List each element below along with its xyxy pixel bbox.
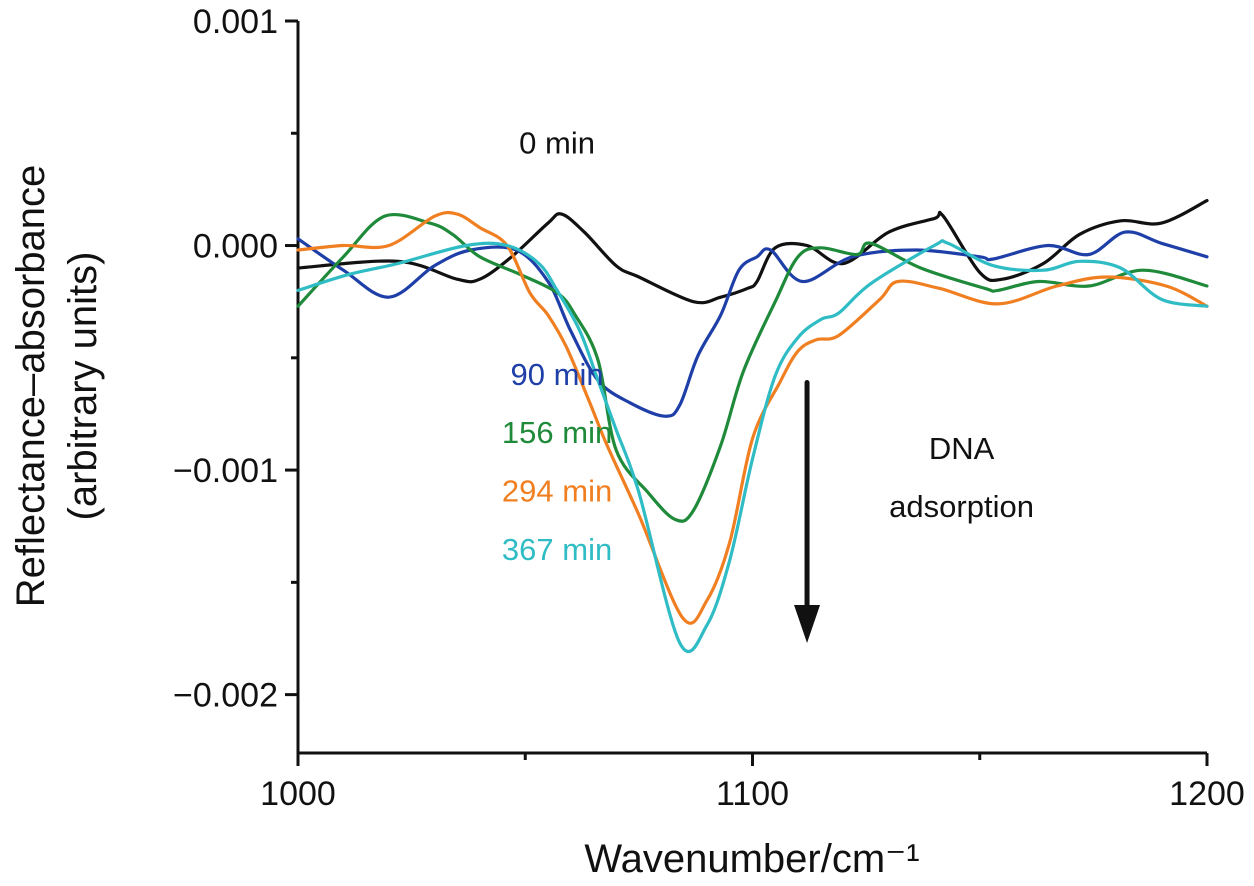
annotation-156-min: 156 min bbox=[502, 415, 612, 450]
series-line-90-min bbox=[296, 230, 1209, 418]
x-axis-title: Wavenumber/cm⁻¹ bbox=[584, 837, 919, 881]
y-tick-label: 0.001 bbox=[193, 3, 278, 41]
series-line-367-min bbox=[296, 239, 1209, 653]
y-tick-label: −0.001 bbox=[173, 452, 278, 490]
x-tick-label: 1200 bbox=[1169, 775, 1245, 813]
x-tick-label: 1000 bbox=[260, 775, 336, 813]
y-axis-title-line1: Reflectance–absorbance bbox=[9, 165, 53, 608]
x-ticks: 1000 1100 1200 bbox=[260, 753, 1245, 813]
annotation-dna: DNA bbox=[929, 431, 995, 466]
dna-adsorption-arrow bbox=[794, 380, 821, 643]
y-axis-title-line2: (arbitrary units) bbox=[61, 252, 105, 521]
arrow-down-icon bbox=[794, 604, 821, 643]
y-ticks: 0.001 0.000 −0.001 −0.002 bbox=[173, 3, 298, 715]
annotation-0-min: 0 min bbox=[519, 125, 595, 160]
annotation-adsorption: adsorption bbox=[889, 489, 1034, 524]
y-tick-label: −0.002 bbox=[173, 677, 278, 715]
axes: 0.001 0.000 −0.001 −0.002 1000 1100 1200 bbox=[173, 3, 1245, 813]
series-group bbox=[296, 199, 1209, 653]
annotation-294-min: 294 min bbox=[502, 474, 612, 509]
annotation-90-min: 90 min bbox=[511, 357, 604, 392]
y-tick-label: 0.000 bbox=[193, 228, 278, 266]
x-tick-label: 1100 bbox=[716, 775, 789, 813]
annotation-367-min: 367 min bbox=[502, 532, 612, 567]
series-line-294-min bbox=[296, 210, 1209, 625]
annotations: 0 min 90 min 156 min 294 min 367 min DNA adsor… bbox=[502, 125, 1034, 566]
